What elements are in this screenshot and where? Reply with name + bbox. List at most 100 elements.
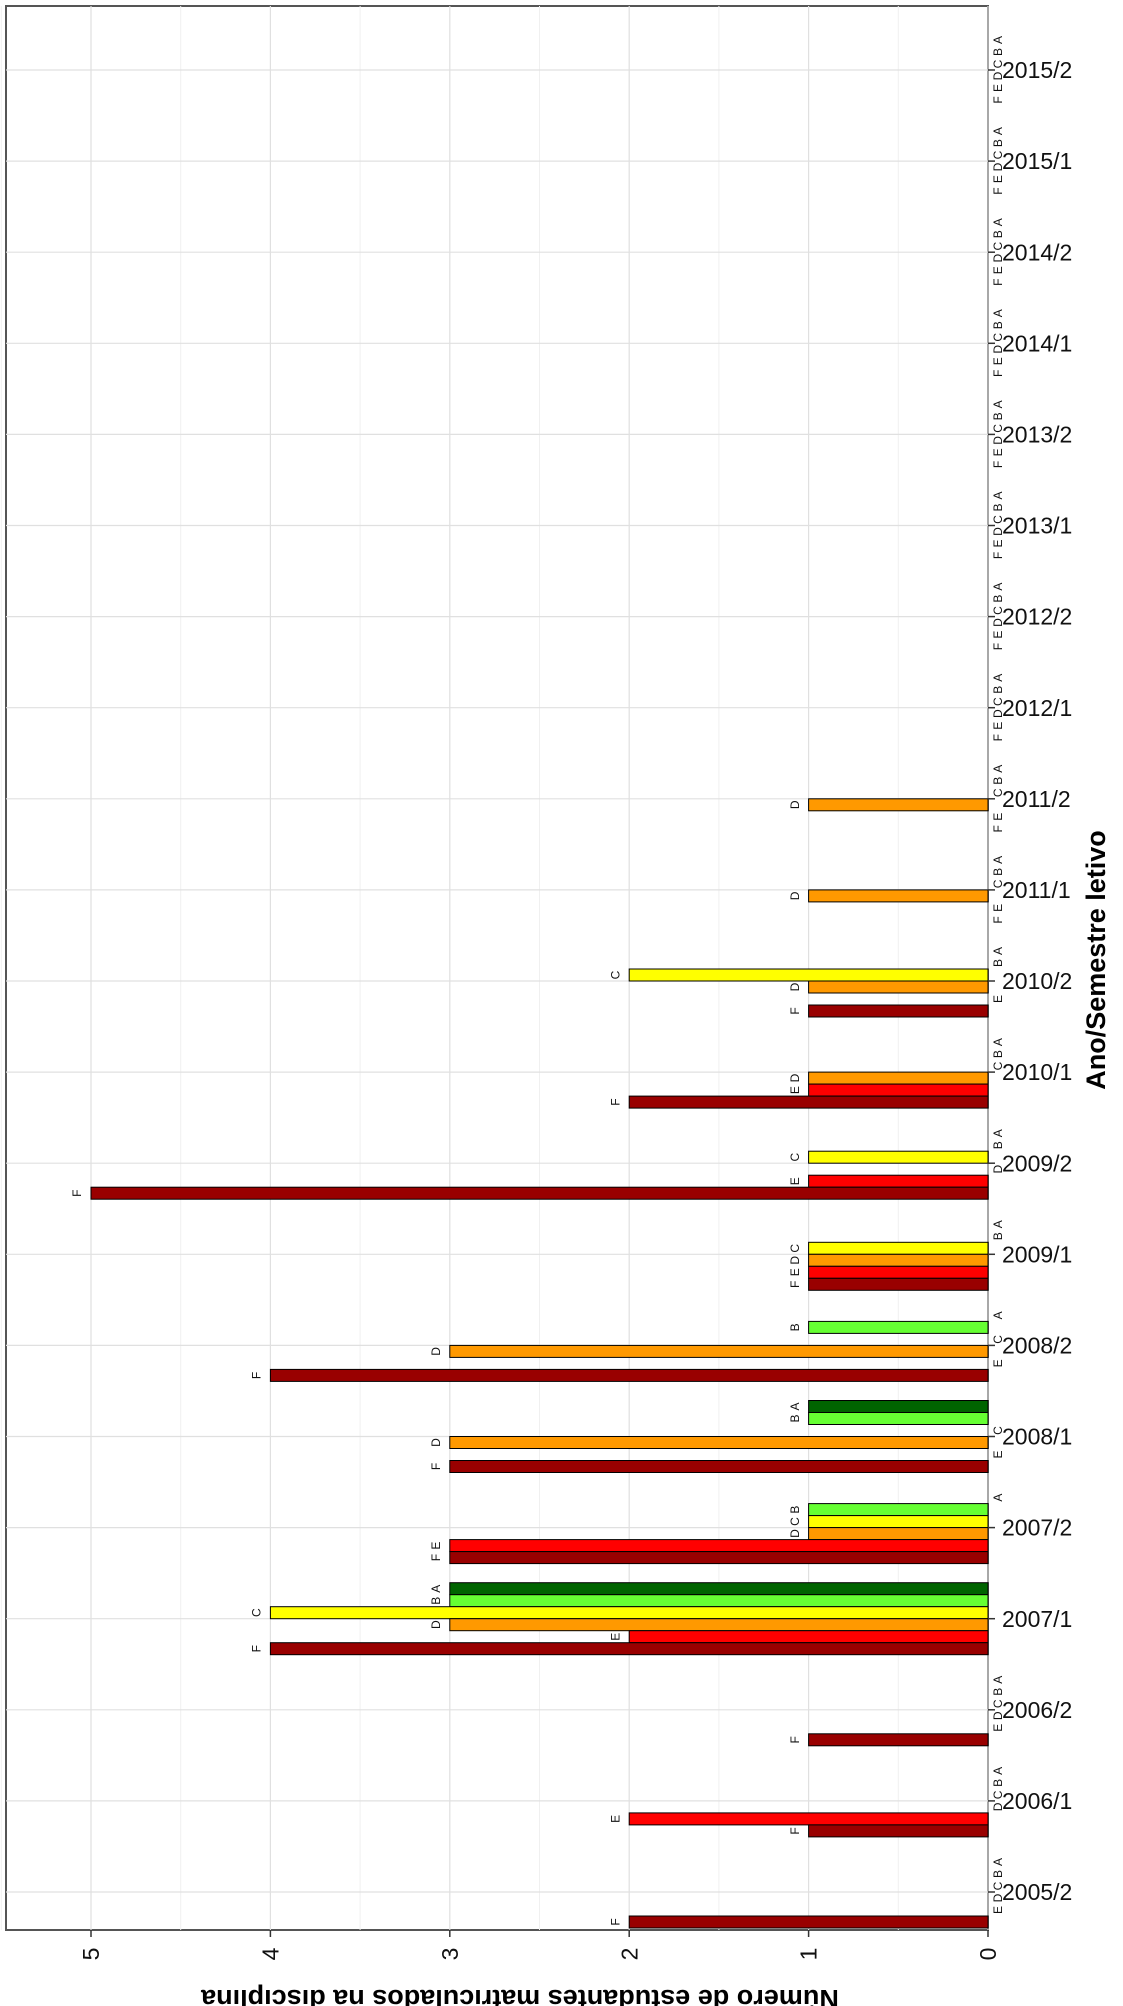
bar-label-2015-2-B: B bbox=[991, 48, 1005, 56]
bar-label-2011-1-E: E bbox=[991, 904, 1005, 912]
bar-label-2006-2-F: F bbox=[788, 1736, 802, 1743]
bar-label-2006-2-B: B bbox=[991, 1688, 1005, 1696]
bar-label-2012-1-B: B bbox=[991, 686, 1005, 694]
bar-label-2007-2-C: C bbox=[788, 1517, 802, 1526]
y-axis-title: Número de estudantes matriculados na dis… bbox=[200, 1984, 839, 2006]
bar-label-2007-2-D: D bbox=[788, 1529, 802, 1538]
bar-label-2006-1-E: E bbox=[608, 1815, 622, 1823]
category-tick-label: 2010/2 bbox=[1002, 968, 1072, 994]
bar-label-2011-1-F: F bbox=[991, 916, 1005, 923]
value-tick-label: 1 bbox=[796, 1948, 822, 1961]
bar-label-2012-1-A: A bbox=[991, 674, 1005, 682]
bar-2010-2-F bbox=[808, 1004, 989, 1018]
category-tick-label: 2011/1 bbox=[1002, 877, 1071, 903]
bar-label-2014-2-A: A bbox=[991, 218, 1005, 226]
bar-2007-2-C bbox=[808, 1515, 989, 1529]
bar-label-2013-1-A: A bbox=[991, 491, 1005, 499]
bar-label-2008-1-A: A bbox=[788, 1402, 802, 1410]
bar-2008-1-A bbox=[808, 1400, 989, 1413]
bar-label-2011-2-F: F bbox=[991, 825, 1005, 832]
bar-label-2014-1-E: E bbox=[991, 357, 1005, 365]
bar-label-2014-2-E: E bbox=[991, 266, 1005, 274]
bar-label-2013-1-D: D bbox=[991, 527, 1005, 536]
bar-label-2007-1-A: A bbox=[429, 1585, 443, 1593]
bar-label-2010-1-B: B bbox=[991, 1050, 1005, 1058]
bar-label-2013-2-E: E bbox=[991, 448, 1005, 456]
bar-label-2012-1-D: D bbox=[991, 709, 1005, 718]
bar-label-2006-1-C: C bbox=[991, 1790, 1005, 1799]
bar-label-2013-2-F: F bbox=[991, 461, 1005, 468]
bar-label-2015-1-A: A bbox=[991, 127, 1005, 135]
category-ticks: 2005/2 2006/1 2006/2 2007/1 2007/2 2008/1 2008… bbox=[988, 57, 1072, 1905]
value-tick-label: 0 bbox=[975, 1948, 1001, 1961]
bar-2010-1-F bbox=[628, 1095, 989, 1109]
bar-label-2014-2-C: C bbox=[991, 242, 1005, 251]
bar-2010-2-C bbox=[628, 968, 989, 982]
bar-2007-1-B bbox=[449, 1594, 989, 1608]
bar-label-2013-2-A: A bbox=[991, 400, 1005, 408]
bar-2007-1-E bbox=[628, 1630, 989, 1644]
bar-label-2008-1-C: C bbox=[991, 1426, 1005, 1435]
bar-label-2005-2-F: F bbox=[608, 1918, 622, 1925]
bar-label-2006-1-D: D bbox=[991, 1802, 1005, 1811]
bar-label-2009-2-C: C bbox=[788, 1153, 802, 1162]
bar-label-2006-2-C: C bbox=[991, 1699, 1005, 1708]
bar-2010-1-D bbox=[808, 1071, 989, 1085]
value-ticks: 0 1 2 3 4 5 bbox=[78, 1930, 1001, 1960]
value-tick-label: 2 bbox=[616, 1948, 642, 1961]
bar-label-2010-2-C: C bbox=[608, 970, 622, 979]
bar-label-2010-1-E: E bbox=[788, 1086, 802, 1094]
category-tick-label: 2013/1 bbox=[1002, 513, 1072, 539]
bar-label-2009-2-E: E bbox=[788, 1177, 802, 1185]
bar-label-2014-2-F: F bbox=[991, 279, 1005, 286]
bar-label-2012-1-C: C bbox=[991, 697, 1005, 706]
bar-label-2012-2-C: C bbox=[991, 606, 1005, 615]
bar-label-2008-2-E: E bbox=[991, 1359, 1005, 1367]
bar-label-2014-2-B: B bbox=[991, 230, 1005, 238]
bar-label-2012-2-E: E bbox=[991, 631, 1005, 639]
bar-2010-2-D bbox=[808, 980, 989, 994]
bar-label-2008-2-A: A bbox=[991, 1311, 1005, 1319]
value-tick-label: 4 bbox=[257, 1947, 283, 1960]
bar-label-2011-2-C: C bbox=[991, 788, 1005, 797]
bar-2006-1-F bbox=[808, 1824, 989, 1838]
bar-label-2008-1-B: B bbox=[788, 1414, 802, 1422]
bar-label-2007-2-A: A bbox=[991, 1494, 1005, 1502]
bar-label-2009-1-D: D bbox=[788, 1256, 802, 1265]
bar-label-2011-1-D: D bbox=[788, 891, 802, 900]
bar-label-2008-2-C: C bbox=[991, 1335, 1005, 1344]
category-tick-label: 2014/1 bbox=[1002, 330, 1072, 356]
bar-2007-2-F bbox=[449, 1551, 989, 1565]
bar-2007-2-B bbox=[808, 1503, 989, 1517]
category-tick-label: 2009/2 bbox=[1002, 1150, 1072, 1176]
bar-label-2005-2-B: B bbox=[991, 1870, 1005, 1878]
bar-label-2008-1-F: F bbox=[429, 1463, 443, 1470]
bar-label-2014-1-A: A bbox=[991, 309, 1005, 317]
bar-label-2015-1-E: E bbox=[991, 175, 1005, 183]
bar-label-2013-2-C: C bbox=[991, 424, 1005, 433]
bar-2007-1-D bbox=[449, 1618, 989, 1632]
bar-label-2013-2-D: D bbox=[991, 436, 1005, 445]
bar-label-2015-2-A: A bbox=[991, 36, 1005, 44]
bar-label-2009-1-C: C bbox=[788, 1244, 802, 1253]
bar-label-2014-1-F: F bbox=[991, 370, 1005, 377]
bar-label-2011-2-D: D bbox=[788, 800, 802, 809]
bar-label-2010-1-F: F bbox=[608, 1098, 622, 1105]
bar-label-2006-1-A: A bbox=[991, 1767, 1005, 1775]
bar-label-2012-2-F: F bbox=[991, 643, 1005, 650]
bar-2008-2-D bbox=[449, 1344, 989, 1358]
bar-label-2015-2-E: E bbox=[991, 84, 1005, 92]
bar-labels: ABCDEFABCDEFABCDEFABCDEFABCDEFABCDEFABCD… bbox=[70, 36, 1005, 1926]
bar-label-2009-1-E: E bbox=[788, 1268, 802, 1276]
bar-2007-1-A bbox=[449, 1582, 989, 1596]
bar-label-2007-2-B: B bbox=[788, 1506, 802, 1514]
category-tick-label: 2013/2 bbox=[1002, 421, 1072, 447]
category-tick-label: 2006/1 bbox=[1002, 1788, 1072, 1814]
bar-2006-1-E bbox=[628, 1812, 989, 1826]
category-tick-label: 2014/2 bbox=[1002, 239, 1072, 265]
bar-label-2007-1-C: C bbox=[250, 1608, 264, 1617]
bar-label-2012-1-E: E bbox=[991, 722, 1005, 730]
bar-label-2009-1-A: A bbox=[991, 1220, 1005, 1228]
bar-label-2007-2-F: F bbox=[429, 1554, 443, 1561]
category-tick-label: 2012/2 bbox=[1002, 604, 1072, 630]
